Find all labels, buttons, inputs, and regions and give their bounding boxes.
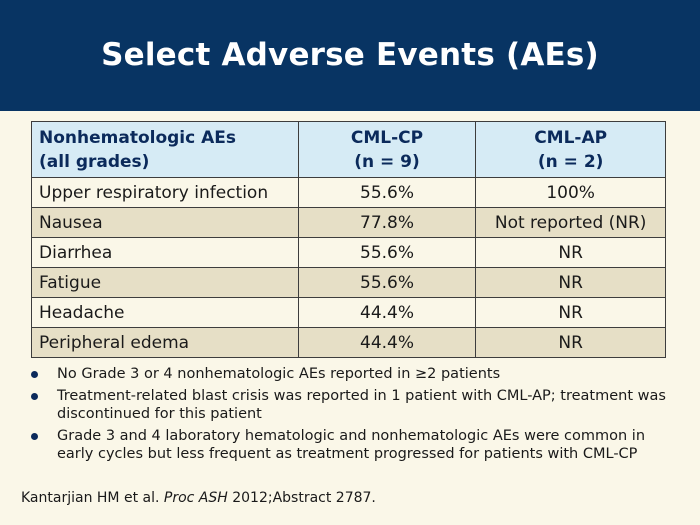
cell-cml-cp: 44.4% bbox=[297, 297, 477, 328]
cell-event: Upper respiratory infection bbox=[31, 177, 299, 208]
bullet-item: Grade 3 and 4 laboratory hematologic and… bbox=[30, 427, 680, 463]
slide-header: Select Adverse Events (AEs) bbox=[0, 0, 700, 111]
table-row: Headache 44.4% NR bbox=[31, 297, 666, 328]
header-col2-line1: CML-AP bbox=[534, 127, 608, 148]
citation-authors: Kantarjian HM et al. bbox=[21, 490, 160, 506]
cell-cml-cp: 55.6% bbox=[297, 267, 477, 298]
cell-event: Headache bbox=[31, 297, 299, 328]
cell-cml-cp: 44.4% bbox=[297, 327, 477, 358]
citation: Kantarjian HM et al. Proc ASH 2012;Abstr… bbox=[21, 490, 376, 506]
table-row: Nausea 77.8% Not reported (NR) bbox=[31, 207, 666, 238]
cell-event: Peripheral edema bbox=[31, 327, 299, 358]
bullet-dot-icon bbox=[31, 433, 38, 440]
citation-details: 2012;Abstract 2787. bbox=[232, 490, 376, 506]
cell-cml-ap: NR bbox=[475, 237, 666, 268]
bullet-text: Grade 3 and 4 laboratory hematologic and… bbox=[57, 428, 646, 462]
table-row: Upper respiratory infection 55.6% 100% bbox=[31, 177, 666, 208]
slide-title: Select Adverse Events (AEs) bbox=[101, 36, 599, 73]
cell-cml-cp: 77.8% bbox=[297, 207, 477, 238]
cell-cml-ap: 100% bbox=[475, 177, 666, 208]
header-cml-ap: CML-AP (n = 2) bbox=[475, 121, 666, 178]
adverse-events-table: Nonhematologic AEs (all grades) CML-CP (… bbox=[31, 121, 666, 358]
bullet-dot-icon bbox=[31, 393, 38, 400]
bullet-list: No Grade 3 or 4 nonhematologic AEs repor… bbox=[30, 365, 680, 467]
citation-journal: Proc ASH bbox=[163, 490, 228, 506]
table-row: Diarrhea 55.6% NR bbox=[31, 237, 666, 268]
bullet-item: Treatment-related blast crisis was repor… bbox=[30, 387, 680, 423]
cell-cml-ap: Not reported (NR) bbox=[475, 207, 666, 238]
cell-cml-ap: NR bbox=[475, 267, 666, 298]
cell-cml-cp: 55.6% bbox=[297, 177, 477, 208]
cell-event: Fatigue bbox=[31, 267, 299, 298]
header-cml-cp: CML-CP (n = 9) bbox=[297, 121, 477, 178]
cell-cml-ap: NR bbox=[475, 327, 666, 358]
bullet-text: No Grade 3 or 4 nonhematologic AEs repor… bbox=[57, 366, 501, 382]
header-col0-line1: Nonhematologic AEs bbox=[39, 127, 237, 148]
header-col0-line2: (all grades) bbox=[39, 151, 150, 172]
cell-cml-ap: NR bbox=[475, 297, 666, 328]
header-nonhematologic-aes: Nonhematologic AEs (all grades) bbox=[31, 121, 299, 178]
table-row: Fatigue 55.6% NR bbox=[31, 267, 666, 298]
header-col1-line2: (n = 9) bbox=[354, 151, 420, 172]
bullet-text: Treatment-related blast crisis was repor… bbox=[57, 388, 666, 422]
header-col1-line1: CML-CP bbox=[350, 127, 424, 148]
header-col2-line2: (n = 2) bbox=[537, 151, 604, 172]
table-row: Peripheral edema 44.4% NR bbox=[31, 327, 666, 358]
cell-cml-cp: 55.6% bbox=[297, 237, 477, 268]
cell-event: Diarrhea bbox=[31, 237, 299, 268]
bullet-dot-icon bbox=[31, 371, 38, 378]
cell-event: Nausea bbox=[31, 207, 299, 238]
bullet-item: No Grade 3 or 4 nonhematologic AEs repor… bbox=[30, 365, 680, 383]
table-header-row: Nonhematologic AEs (all grades) CML-CP (… bbox=[31, 121, 666, 178]
